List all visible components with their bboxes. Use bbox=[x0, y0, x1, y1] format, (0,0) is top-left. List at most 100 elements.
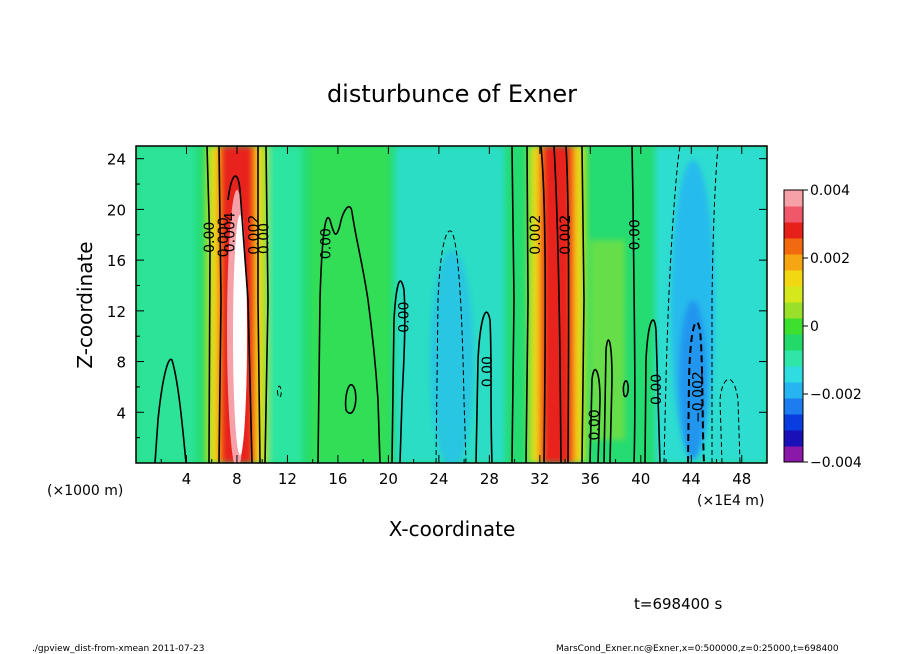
contour-line bbox=[553, 146, 562, 463]
contour-line bbox=[631, 146, 636, 463]
colorbar-tick-label: −0.002 bbox=[810, 387, 862, 403]
y-tick-label: 20 bbox=[107, 201, 126, 219]
contour-line bbox=[644, 319, 661, 463]
y-tick-label: 16 bbox=[107, 252, 126, 270]
colorbar-swatch bbox=[784, 270, 803, 287]
colorbar-swatch bbox=[784, 254, 803, 271]
contour-label: 0.00 bbox=[649, 374, 665, 405]
contour-line bbox=[525, 146, 529, 463]
contour-line bbox=[622, 380, 629, 398]
y-axis: 4 8 12 16 20 24 bbox=[107, 151, 767, 439]
contour-line bbox=[603, 339, 613, 463]
colorbar-swatch bbox=[784, 238, 803, 255]
colorbar-swatch bbox=[784, 414, 803, 431]
x-tick-label: 32 bbox=[530, 470, 549, 488]
dashed-contours bbox=[276, 146, 741, 463]
plot-frame bbox=[135, 145, 768, 464]
contour-label: 0.00 bbox=[587, 409, 603, 440]
x-tick-label: 16 bbox=[328, 470, 347, 488]
field-cyan-left bbox=[136, 146, 196, 463]
contour-line bbox=[589, 368, 601, 463]
contour-line bbox=[257, 146, 261, 463]
contour-label: 0.002 bbox=[246, 215, 262, 255]
y-tick-label: 12 bbox=[107, 303, 126, 321]
colorbar-swatch bbox=[784, 366, 803, 383]
field-green-16 bbox=[310, 146, 390, 463]
colorbar-swatch bbox=[784, 302, 803, 319]
x-tick-label: 12 bbox=[278, 470, 297, 488]
contour-line bbox=[540, 146, 547, 463]
colorbar-swatch bbox=[784, 190, 803, 207]
time-label: t=698400 s bbox=[634, 595, 722, 613]
contour-line bbox=[344, 383, 357, 415]
x-tick-label: 36 bbox=[581, 470, 600, 488]
contour-line bbox=[475, 311, 493, 463]
contour-line bbox=[565, 146, 570, 463]
contour-label: 0.004 bbox=[222, 212, 238, 252]
x-axis-label: X-coordinate bbox=[389, 517, 516, 541]
contour-line bbox=[317, 206, 381, 463]
colorbar-tick-label: −0.004 bbox=[810, 455, 862, 471]
x-tick-label: 48 bbox=[732, 470, 751, 488]
colorbar-swatch bbox=[784, 350, 803, 367]
contour-label: 0.00 bbox=[257, 223, 273, 254]
colorbar-ticks: 0.004 0.002 0 −0.002 −0.004 bbox=[803, 183, 862, 471]
contour-label: 0.002 bbox=[558, 215, 574, 255]
y-tick-label: 24 bbox=[107, 151, 126, 169]
field-red-33 bbox=[544, 146, 570, 463]
colorbar-swatch bbox=[784, 318, 803, 335]
colorbar-tick-label: 0.004 bbox=[810, 183, 850, 199]
contour-label: 0.00 bbox=[318, 228, 334, 259]
x-tick-label: 44 bbox=[682, 470, 701, 488]
contour-minus-0.002 bbox=[687, 321, 705, 463]
x-tick-label: 28 bbox=[480, 470, 499, 488]
colorbar-swatch bbox=[784, 222, 803, 239]
colorbar-swatch bbox=[784, 334, 803, 351]
y-axis-label: Z-coordinate bbox=[73, 241, 97, 368]
chart-title: disturbunce of Exner bbox=[327, 80, 577, 108]
colorbar-swatch bbox=[784, 398, 803, 415]
y-tick-label: 4 bbox=[116, 404, 126, 422]
contour-line bbox=[264, 146, 269, 463]
contour-line bbox=[154, 358, 187, 463]
x-tick-label: 24 bbox=[429, 470, 448, 488]
field-blue-24 bbox=[430, 250, 474, 463]
colorbar-swatch bbox=[784, 382, 803, 399]
x-tick-label: 40 bbox=[631, 470, 650, 488]
footer-right: MarsCond_Exner.nc@Exner,x=0:500000,z=0:2… bbox=[556, 644, 839, 654]
contour-line bbox=[435, 230, 467, 463]
contour-line bbox=[206, 146, 211, 463]
colorbar bbox=[784, 190, 803, 463]
x-tick-label: 20 bbox=[379, 470, 398, 488]
footer-left: ./gpview_dist-from-xmean 2011-07-23 bbox=[32, 644, 204, 654]
contour-line bbox=[581, 146, 585, 463]
contour-line bbox=[663, 146, 681, 463]
contour-label: 0.002 bbox=[528, 215, 544, 255]
colorbar-swatch bbox=[784, 286, 803, 303]
color-field bbox=[136, 146, 767, 463]
field-white-8 bbox=[233, 215, 247, 455]
x-axis: 4 8 12 16 20 24 28 32 36 40 44 48 bbox=[160, 146, 751, 488]
contour-label: 0.00 bbox=[202, 222, 218, 253]
x-unit-right: (×1E4 m) bbox=[697, 493, 764, 509]
x-tick-label: 8 bbox=[232, 470, 242, 488]
colorbar-swatch bbox=[784, 446, 803, 463]
contour-line bbox=[391, 280, 406, 463]
solid-contours bbox=[154, 146, 661, 463]
x-unit-left: (×1000 m) bbox=[47, 483, 123, 499]
y-tick-label: 8 bbox=[116, 354, 126, 372]
contour-label: 0.000 bbox=[216, 217, 232, 257]
contour-line bbox=[719, 378, 741, 463]
colorbar-tick-label: 0 bbox=[810, 319, 819, 335]
contour-label: −0.002 bbox=[691, 371, 707, 423]
contour-line bbox=[511, 146, 515, 463]
colorbar-swatch bbox=[784, 206, 803, 223]
contour-label: 0.00 bbox=[480, 356, 496, 387]
colorbar-tick-label: 0.002 bbox=[810, 251, 850, 267]
contour-label: 0.00 bbox=[628, 219, 644, 250]
colorbar-swatch bbox=[784, 430, 803, 447]
contour-line bbox=[218, 146, 222, 463]
